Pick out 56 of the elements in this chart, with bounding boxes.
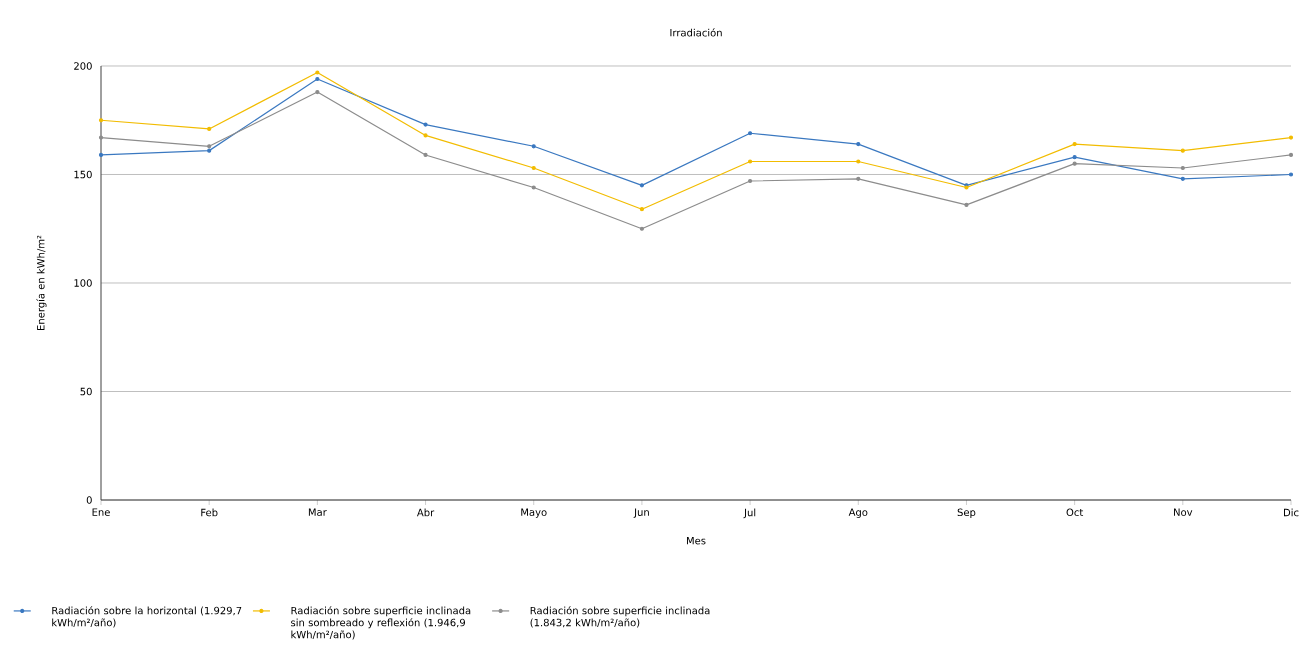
point <box>1072 155 1077 160</box>
point <box>747 159 753 164</box>
y-tick-label: 100 <box>74 279 92 287</box>
point <box>423 152 428 158</box>
point <box>964 202 969 207</box>
x-tick-label: Nov <box>1174 508 1193 516</box>
point <box>1180 165 1185 171</box>
point <box>856 142 861 147</box>
point <box>98 118 104 123</box>
x-tick-label: Abr <box>416 508 435 517</box>
legend-label: Radiación sobre superficie inclinada sin sombreado y reflexión (1.946,9 kWh/m²/año) <box>291 606 471 640</box>
point <box>747 178 753 184</box>
point <box>1072 142 1077 147</box>
x-tick-label: Mar <box>308 508 327 516</box>
point <box>207 144 212 149</box>
y-tick-label: 50 <box>80 387 92 396</box>
point <box>98 135 104 140</box>
point <box>747 131 753 136</box>
y-tick-label: 0 <box>86 496 92 504</box>
x-tick-label: Feb <box>201 508 218 517</box>
point <box>1288 172 1294 177</box>
point <box>856 176 861 181</box>
x-tick-label: Sep <box>957 508 976 519</box>
point <box>98 152 104 158</box>
point <box>639 226 645 231</box>
x-tick-label: Mayo <box>521 508 547 518</box>
point <box>315 76 320 82</box>
x-tick-label: Jul <box>743 508 756 519</box>
point <box>423 133 428 138</box>
point <box>207 148 212 153</box>
point <box>423 122 428 127</box>
y-axis-title: Energía en kWh/m² <box>36 235 47 330</box>
x-tick-label: Oct <box>1066 508 1084 517</box>
chart-title: Irradiación <box>670 28 722 37</box>
point <box>531 185 536 190</box>
legend-label: Radiación sobre superficie inclinada (1.843,2 kWh/m²/año) <box>530 606 710 628</box>
y-tick-label: 200 <box>74 62 92 70</box>
point <box>315 89 320 95</box>
x-tick-label: Jun <box>633 508 649 518</box>
point <box>1288 135 1294 140</box>
point <box>639 207 645 212</box>
legend-label: Radiación sobre la horizontal (1.929,7 kWh/m²/año) <box>52 606 242 628</box>
point <box>856 159 861 164</box>
point <box>531 165 536 171</box>
x-tick-label: Dic <box>1284 508 1299 517</box>
x-tick-label: Ago <box>848 508 868 518</box>
y-tick-label: 150 <box>74 170 92 179</box>
point <box>315 70 320 75</box>
point <box>1180 176 1185 181</box>
point <box>1288 152 1294 158</box>
x-axis-title: Mes <box>686 536 706 545</box>
point <box>639 183 645 188</box>
x-tick-label: Ene <box>92 508 110 516</box>
point <box>1180 148 1185 153</box>
point <box>531 144 536 149</box>
point <box>207 126 212 132</box>
